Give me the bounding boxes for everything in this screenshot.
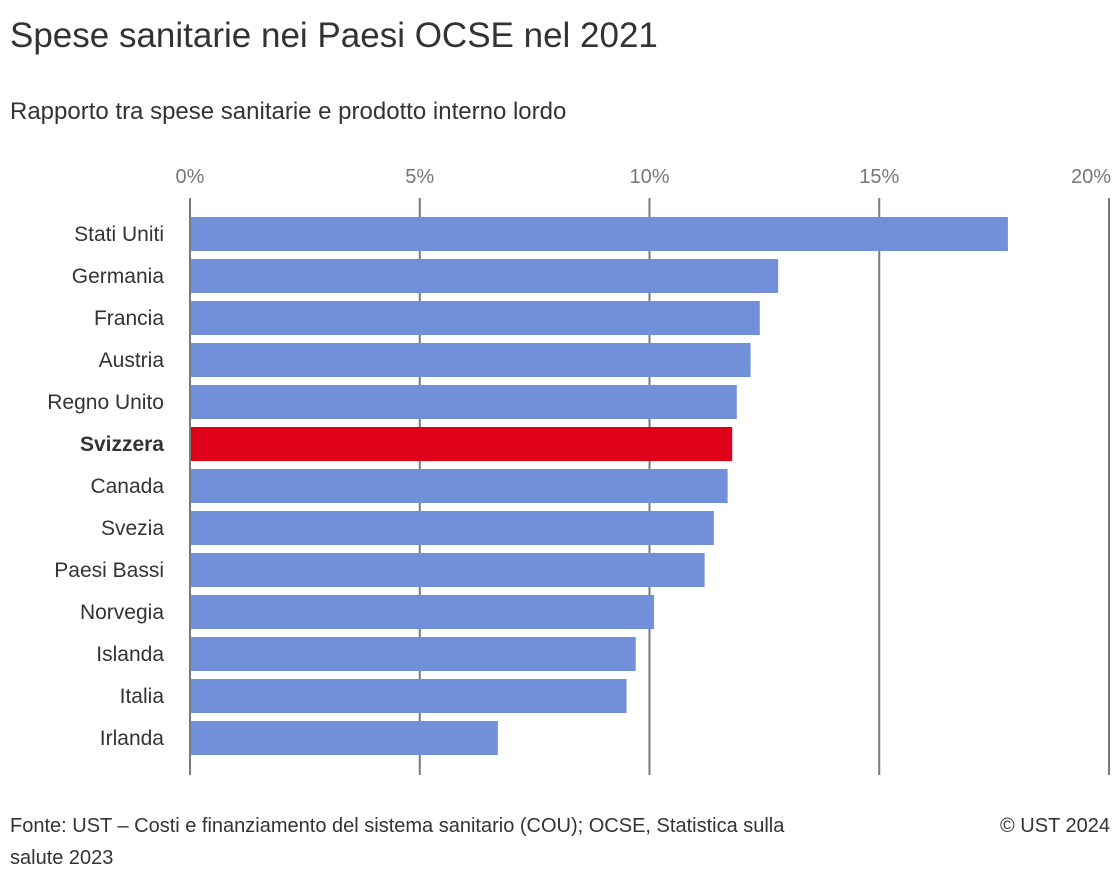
category-label: Svizzera: [80, 433, 164, 456]
copyright: © UST 2024: [1000, 815, 1110, 837]
category-label: Canada: [90, 475, 164, 498]
category-label: Paesi Bassi: [54, 559, 164, 582]
category-label: Stati Uniti: [74, 223, 164, 246]
bar-islanda: [191, 637, 636, 671]
category-label: Norvegia: [80, 601, 164, 624]
chart-title: Spese sanitarie nei Paesi OCSE nel 2021: [10, 16, 658, 55]
tick-label: 0%: [176, 166, 205, 188]
category-label: Regno Unito: [47, 391, 164, 414]
bar-austria: [191, 343, 751, 377]
bar-norvegia: [191, 595, 655, 629]
bar-svizzera: [191, 427, 733, 461]
bar-irlanda: [191, 721, 498, 755]
category-label: Italia: [120, 685, 165, 708]
bar-chart: 0% 5% 10% 15% 20% Stati Uniti Germania Francia A…: [47, 166, 1111, 775]
bar-canada: [191, 469, 728, 503]
bar-stati-uniti: [191, 217, 1008, 251]
category-label: Svezia: [101, 517, 164, 540]
bar-italia: [191, 679, 627, 713]
category-label: Francia: [94, 307, 164, 330]
bar-regno-unito: [191, 385, 737, 419]
bar-francia: [191, 301, 760, 335]
source-note: Fonte: UST – Costi e finanziamento del s…: [10, 815, 785, 869]
category-label: Germania: [72, 265, 165, 288]
tick-label: 15%: [859, 166, 899, 188]
category-label: Islanda: [96, 643, 164, 666]
category-label: Irlanda: [100, 727, 165, 750]
tick-label: 10%: [629, 166, 669, 188]
bar-germania: [191, 259, 779, 293]
category-label: Austria: [99, 349, 165, 372]
tick-label: 5%: [405, 166, 434, 188]
chart-subtitle: Rapporto tra spese sanitarie e prodotto …: [10, 98, 567, 125]
bar-paesi-bassi: [191, 553, 705, 587]
tick-label: 20%: [1071, 166, 1111, 188]
bar-svezia: [191, 511, 714, 545]
